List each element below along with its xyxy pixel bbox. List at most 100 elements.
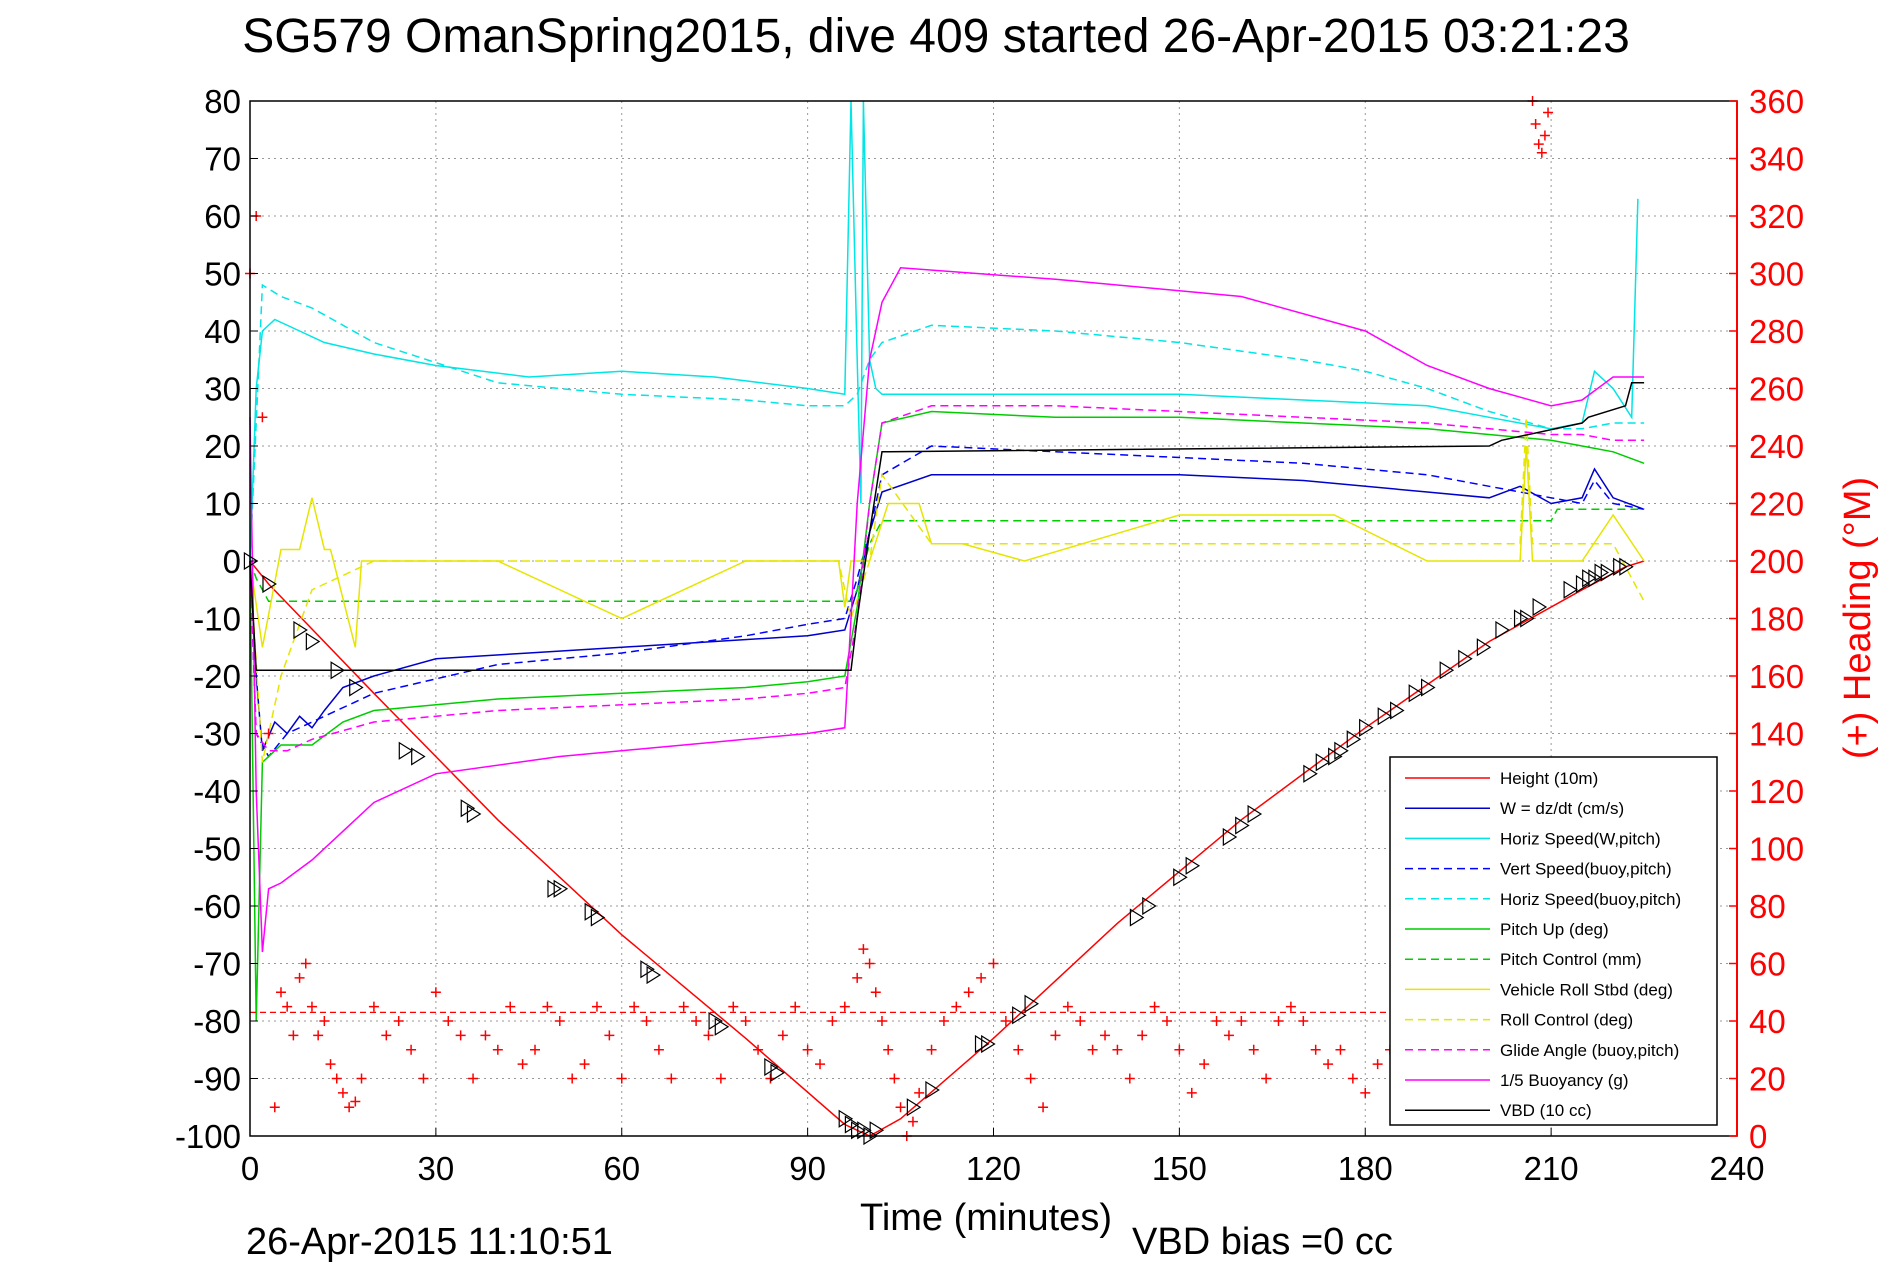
right-tick-label: 280 <box>1749 313 1804 350</box>
right-tick-label: 0 <box>1749 1118 1767 1155</box>
y-tick-label: -100 <box>175 1118 241 1155</box>
y-tick-label: 30 <box>204 371 241 408</box>
right-tick-label: 140 <box>1749 716 1804 753</box>
depth-marker <box>906 1098 922 1117</box>
depth-marker <box>1024 994 1040 1013</box>
heading-marker <box>306 1001 317 1012</box>
right-tick-label: 40 <box>1749 1003 1786 1040</box>
heading-marker <box>740 1016 751 1026</box>
heading-marker <box>852 972 863 983</box>
legend-box <box>1389 756 1718 1126</box>
heading-marker <box>468 1073 479 1084</box>
heading-marker <box>653 1044 664 1055</box>
heading-marker <box>1285 1001 1296 1012</box>
heading-marker <box>282 1001 293 1012</box>
heading-marker <box>1273 1016 1284 1026</box>
y-tick-label: 20 <box>204 428 241 465</box>
heading-marker <box>926 1044 937 1055</box>
depth-marker <box>925 1080 940 1100</box>
heading-marker <box>591 1001 602 1012</box>
right-tick-label: 340 <box>1749 141 1804 178</box>
heading-marker <box>1174 1044 1185 1055</box>
x-tick-label: 0 <box>241 1150 259 1187</box>
x-tick-label: 60 <box>603 1150 640 1187</box>
heading-marker <box>703 1030 714 1041</box>
heading-marker <box>753 1044 764 1055</box>
heading-marker <box>492 1044 503 1055</box>
y-tick-label: -20 <box>193 658 241 695</box>
y-axis-ticks: 80 70 60 50 40 30 20 10 0 -10 -20 -30 -40 -50 -60 -70 -8… <box>175 83 258 1155</box>
y-tick-label: 40 <box>204 313 241 350</box>
legend-entry: Vehicle Roll Stbd (deg) <box>1500 980 1673 999</box>
depth-marker <box>293 620 308 640</box>
heading-marker <box>1161 1016 1172 1026</box>
heading-marker <box>542 1001 553 1012</box>
depth-marker <box>349 678 364 697</box>
heading-marker <box>1261 1073 1272 1084</box>
heading-marker <box>1211 1016 1222 1026</box>
depth-marker <box>1334 741 1349 760</box>
depth-marker <box>1619 557 1634 576</box>
heading-marker <box>443 1016 454 1026</box>
heading-marker <box>1248 1044 1259 1055</box>
depth-marker <box>1495 620 1510 640</box>
y-tick-label: 10 <box>204 486 241 523</box>
depth-marker <box>1222 827 1238 847</box>
heading-marker <box>889 1073 900 1084</box>
right-tick-label: 260 <box>1749 371 1804 408</box>
heading-marker <box>1124 1073 1135 1084</box>
y-tick-label: -10 <box>193 601 241 638</box>
heading-marker <box>300 958 311 969</box>
chart-title: SG579 OmanSpring2015, dive 409 started 2… <box>242 10 1630 63</box>
legend-entry: W = dz/dt (cm/s) <box>1500 799 1624 818</box>
y-tick-label: -80 <box>193 1003 241 1040</box>
heading-marker <box>1038 1102 1049 1113</box>
heading-marker <box>381 1030 392 1041</box>
x-tick-label: 150 <box>1152 1150 1207 1187</box>
right-tick-label: 60 <box>1749 946 1786 983</box>
heading-marker <box>1199 1059 1210 1070</box>
heading-marker <box>802 1044 813 1055</box>
depth-marker <box>1563 580 1579 599</box>
depth-marker <box>1532 597 1548 617</box>
heading-marker <box>728 1001 739 1012</box>
right-tick-label: 360 <box>1749 83 1804 120</box>
heading-marker <box>815 1059 826 1070</box>
legend-entry: Pitch Control (mm) <box>1500 950 1642 969</box>
heading-marker <box>1323 1059 1334 1070</box>
x-axis-ticks: 0 30 60 90 120 150 180 210 240 <box>241 1128 1765 1187</box>
heading-marker <box>1543 107 1554 118</box>
heading-marker <box>715 1073 726 1084</box>
depth-marker <box>1520 609 1535 628</box>
heading-marker <box>691 1016 702 1026</box>
depth-marker <box>411 747 426 766</box>
heading-marker <box>1536 147 1547 158</box>
heading-marker <box>406 1044 417 1055</box>
heading-marker <box>430 987 441 998</box>
heading-marker <box>337 1087 348 1098</box>
heading-marker <box>554 1016 565 1026</box>
y-tick-label: 80 <box>204 83 241 120</box>
y-tick-label: -60 <box>193 888 241 925</box>
heading-marker <box>455 1030 466 1041</box>
legend: Height (10m) W = dz/dt (cm/s) Horiz Speed(… <box>1389 756 1718 1126</box>
series-line-2 <box>249 100 1639 562</box>
series-line-1 <box>249 467 1645 752</box>
heading-marker <box>1530 119 1541 129</box>
heading-marker <box>567 1073 578 1084</box>
series-line-5 <box>249 410 1645 1022</box>
heading-marker <box>895 1102 906 1113</box>
right-tick-label: 200 <box>1749 543 1804 580</box>
heading-marker <box>678 1001 689 1012</box>
heading-marker <box>976 972 987 983</box>
depth-marker <box>1173 868 1188 887</box>
depth-marker <box>1600 563 1616 582</box>
x-tick-label: 120 <box>966 1150 1021 1187</box>
depth-marker <box>1390 701 1405 720</box>
heading-marker <box>1075 1016 1086 1026</box>
heading-marker <box>1112 1044 1123 1055</box>
depth-marker <box>1408 684 1424 703</box>
heading-marker <box>1000 1016 1011 1026</box>
depth-marker <box>1235 816 1250 835</box>
heading-marker <box>827 1016 838 1026</box>
